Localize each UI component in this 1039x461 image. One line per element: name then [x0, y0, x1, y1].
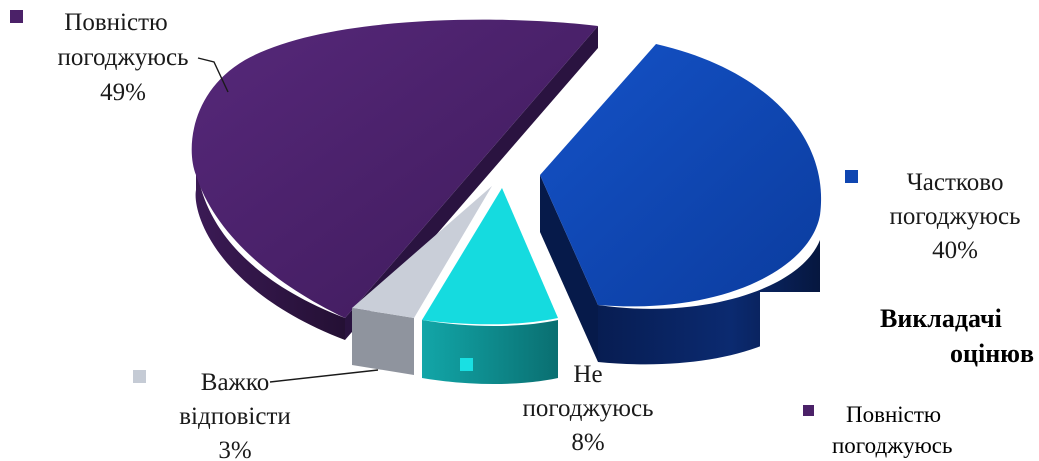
- pie-slice-2-top: [422, 188, 558, 325]
- label-marker-3: [133, 370, 146, 383]
- pie-slice-3-top: [352, 186, 492, 318]
- pie-slice-0-top: [191, 19, 599, 318]
- pie-slice-1-top: [540, 44, 822, 307]
- data-label-1-line-2: погоджуюсь: [890, 203, 1021, 230]
- data-label-1-line-1: Частково: [907, 169, 1004, 196]
- pie-slice-3: [352, 186, 492, 375]
- overlap-legend-label-2: погоджуюсь: [832, 433, 952, 458]
- data-label-3-line-1: Важко: [201, 369, 269, 396]
- pie-slice-3-side: [352, 308, 414, 375]
- overlap-white-panel: [760, 292, 1039, 461]
- overlap-title-line-1: Викладачі: [880, 304, 1002, 333]
- pie-slice-1-wall: [540, 175, 598, 362]
- data-label-0-line-1: Повністю: [64, 9, 167, 36]
- leader-line-0: [197, 57, 229, 93]
- data-label-0-percent: 49%: [100, 79, 146, 106]
- pie-slice-2-side: [422, 320, 558, 384]
- data-label-2-line-2: погоджуюсь: [523, 395, 654, 422]
- pie-slice-0-side: [195, 140, 345, 340]
- label-marker-0: [10, 10, 23, 23]
- overlap-title-line-2: оцінюв: [950, 339, 1034, 368]
- label-marker-1: [845, 170, 858, 183]
- leader-line-3: [269, 369, 379, 383]
- pie-slice-2: [422, 188, 558, 384]
- data-label-3-line-2: відповісти: [179, 403, 291, 430]
- data-label-2-percent: 8%: [571, 429, 604, 456]
- data-label-0-line-2: погоджуюсь: [58, 44, 189, 71]
- overlap-legend-marker: [803, 405, 814, 416]
- overlap-legend-label: Повністю: [846, 402, 941, 427]
- data-label-1-percent: 40%: [932, 237, 978, 264]
- data-label-3-percent: 3%: [218, 437, 251, 461]
- label-marker-2: [460, 358, 473, 371]
- data-label-2-line-1: Не: [573, 361, 602, 388]
